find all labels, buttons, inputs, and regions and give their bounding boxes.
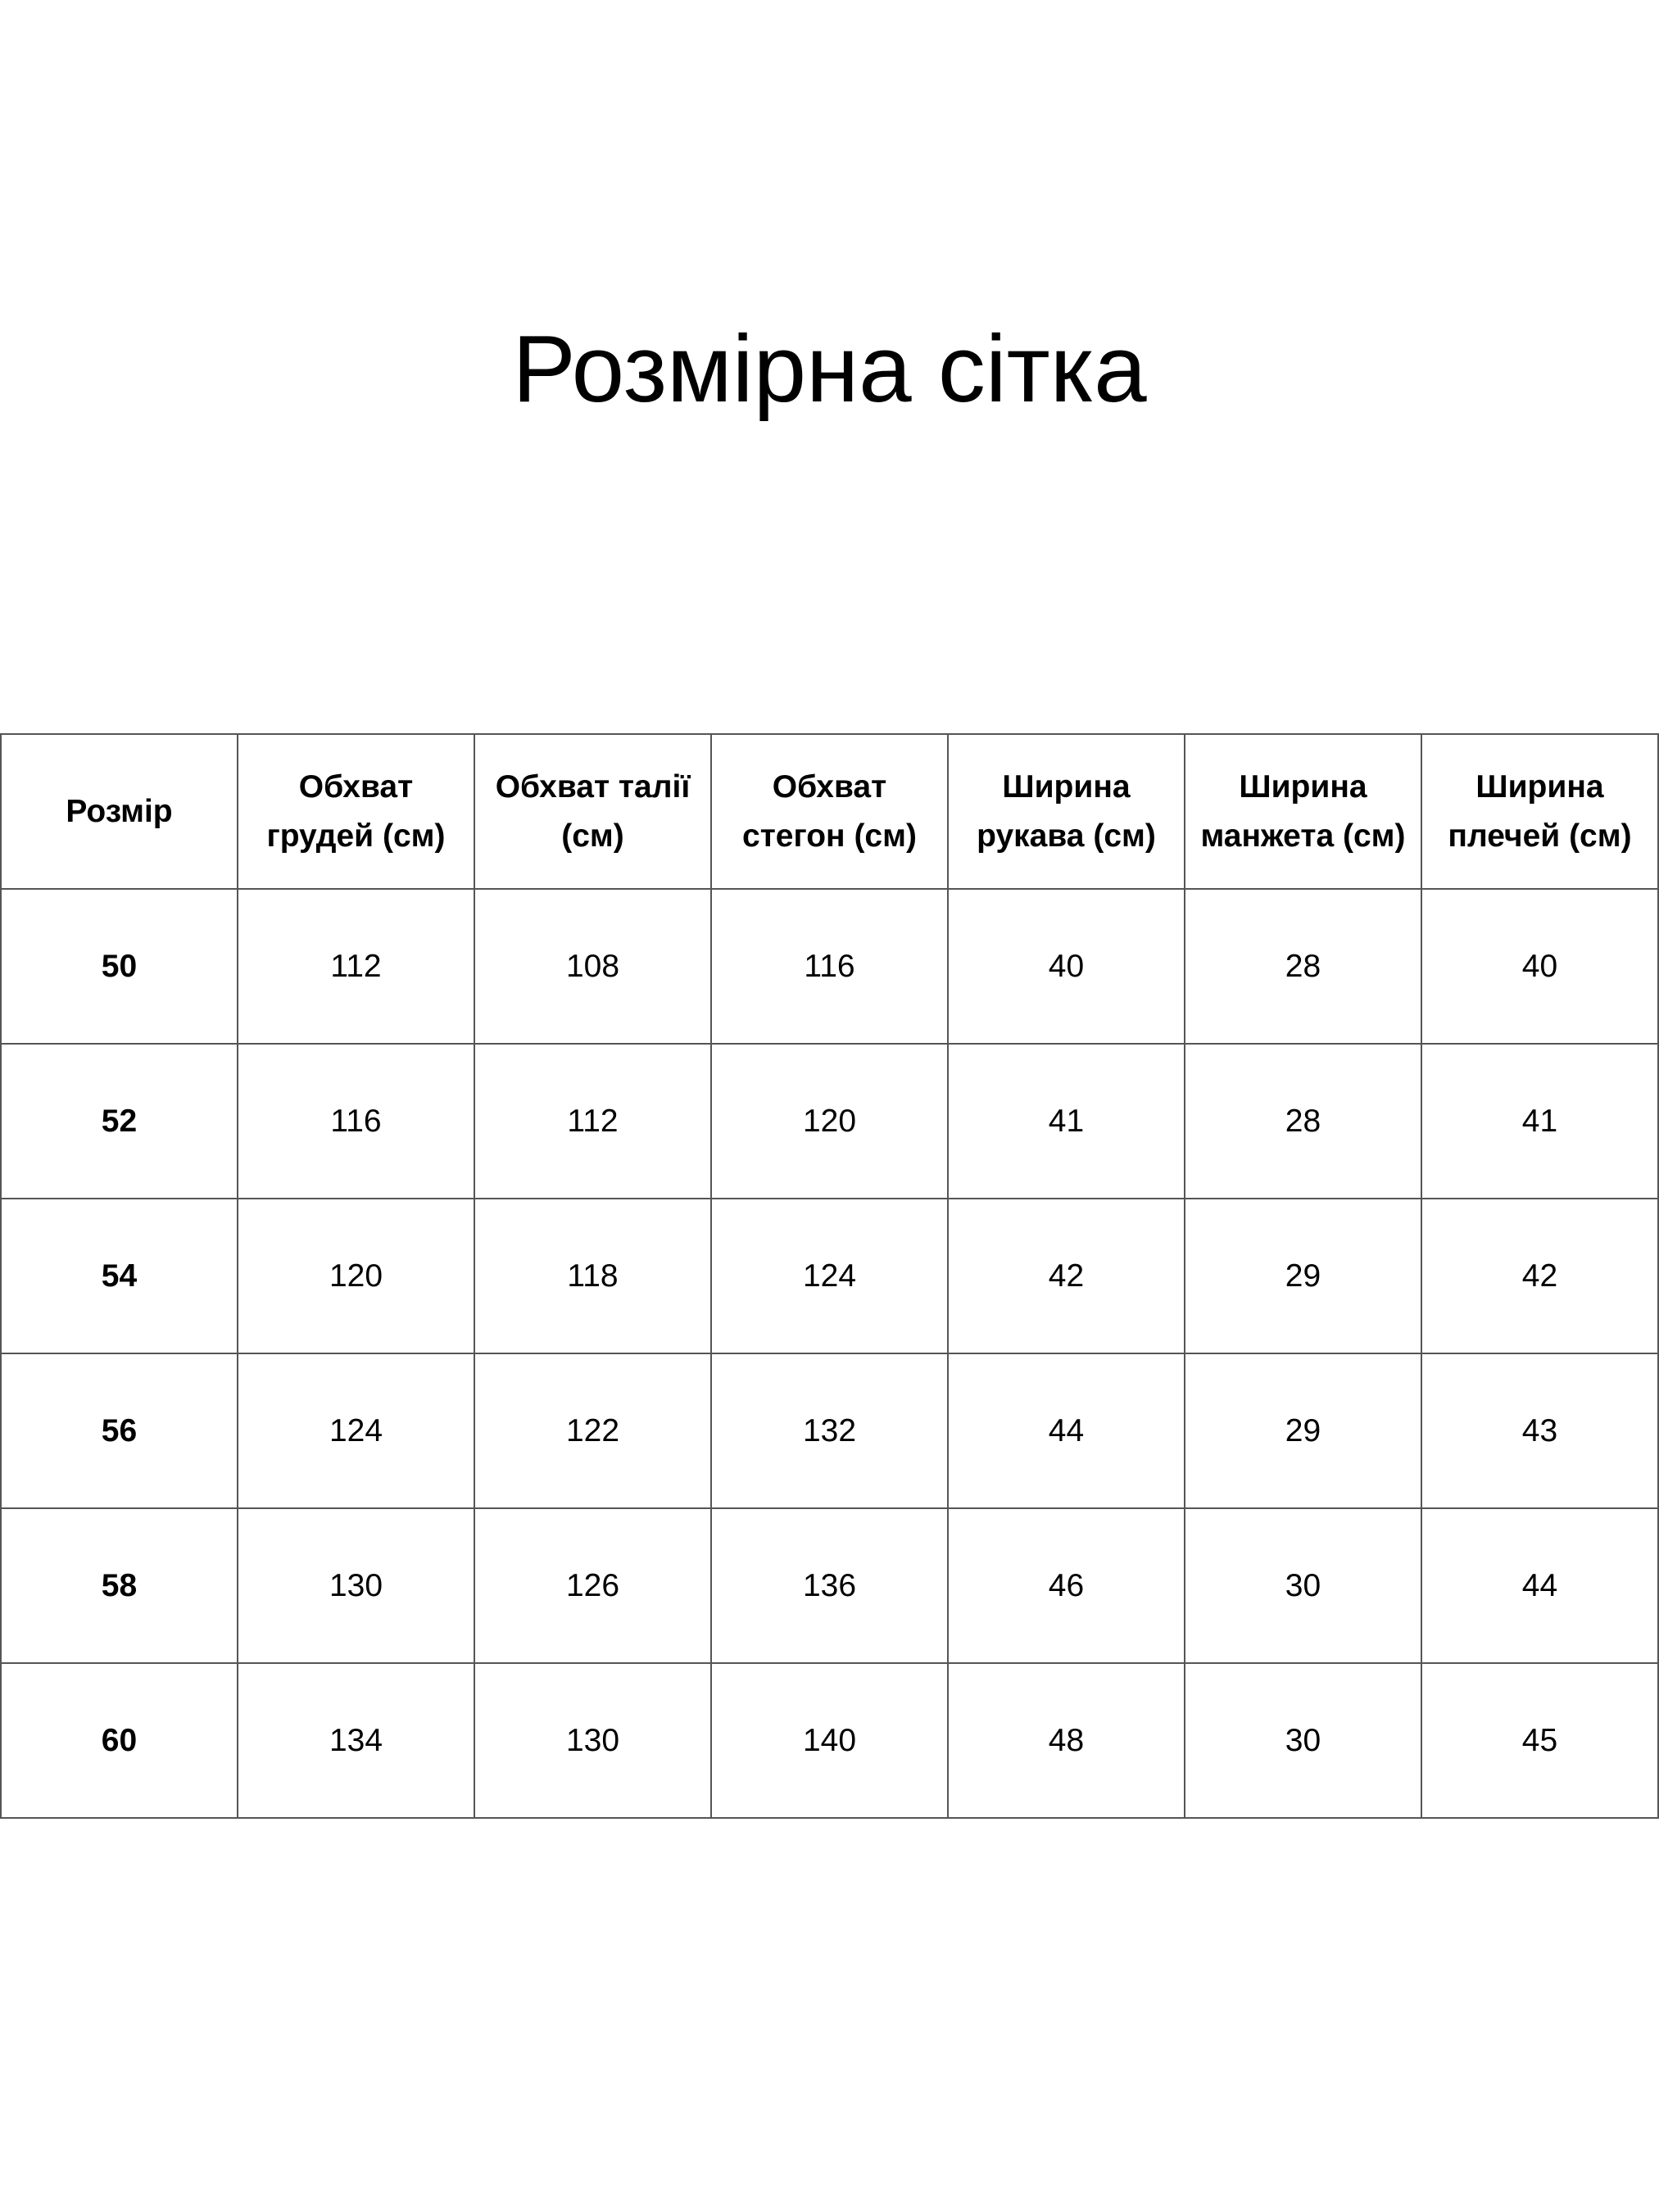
value-cell: 112: [474, 1043, 712, 1199]
header-cell: Ширина рукава (см): [947, 733, 1185, 890]
value-cell: 41: [947, 1043, 1185, 1199]
value-cell: 140: [710, 1662, 949, 1819]
value-cell: 44: [1421, 1507, 1659, 1664]
value-cell: 132: [710, 1353, 949, 1509]
table-row: 52 116 112 120 41 28 41: [0, 1043, 1659, 1199]
value-cell: 134: [237, 1662, 475, 1819]
size-cell: 60: [0, 1662, 238, 1819]
header-cell: Ширина манжета (см): [1184, 733, 1422, 890]
value-cell: 112: [237, 888, 475, 1045]
header-cell: Розмір: [0, 733, 238, 890]
value-cell: 42: [1421, 1198, 1659, 1354]
table-row: 50 112 108 116 40 28 40: [0, 888, 1659, 1045]
table-body: 50 112 108 116 40 28 40 52 116 112 120 41 28 41 54 120 1…: [0, 888, 1659, 1819]
value-cell: 45: [1421, 1662, 1659, 1819]
value-cell: 136: [710, 1507, 949, 1664]
value-cell: 28: [1184, 1043, 1422, 1199]
table-row: 60 134 130 140 48 30 45: [0, 1662, 1659, 1819]
value-cell: 42: [947, 1198, 1185, 1354]
value-cell: 40: [1421, 888, 1659, 1045]
value-cell: 40: [947, 888, 1185, 1045]
value-cell: 124: [710, 1198, 949, 1354]
table-row: 54 120 118 124 42 29 42: [0, 1198, 1659, 1354]
value-cell: 130: [474, 1662, 712, 1819]
size-table: Розмір Обхват грудей (см) Обхват талії (см…: [0, 733, 1659, 1819]
value-cell: 108: [474, 888, 712, 1045]
header-row: Розмір Обхват грудей (см) Обхват талії (см…: [0, 733, 1659, 890]
value-cell: 44: [947, 1353, 1185, 1509]
header-cell: Обхват стегон (см): [710, 733, 949, 890]
header-cell: Ширина плечей (см): [1421, 733, 1659, 890]
value-cell: 118: [474, 1198, 712, 1354]
value-cell: 116: [237, 1043, 475, 1199]
value-cell: 30: [1184, 1662, 1422, 1819]
value-cell: 41: [1421, 1043, 1659, 1199]
size-cell: 54: [0, 1198, 238, 1354]
table-header: Розмір Обхват грудей (см) Обхват талії (см…: [0, 733, 1659, 890]
value-cell: 116: [710, 888, 949, 1045]
value-cell: 48: [947, 1662, 1185, 1819]
header-cell: Обхват грудей (см): [237, 733, 475, 890]
table-row: 56 124 122 132 44 29 43: [0, 1353, 1659, 1509]
header-cell: Обхват талії (см): [474, 733, 712, 890]
value-cell: 120: [237, 1198, 475, 1354]
value-cell: 29: [1184, 1198, 1422, 1354]
value-cell: 43: [1421, 1353, 1659, 1509]
size-cell: 50: [0, 888, 238, 1045]
value-cell: 46: [947, 1507, 1185, 1664]
size-cell: 56: [0, 1353, 238, 1509]
value-cell: 124: [237, 1353, 475, 1509]
value-cell: 29: [1184, 1353, 1422, 1509]
table-row: 58 130 126 136 46 30 44: [0, 1507, 1659, 1664]
size-cell: 58: [0, 1507, 238, 1664]
value-cell: 122: [474, 1353, 712, 1509]
title: Розмірна сітка: [512, 315, 1147, 422]
value-cell: 130: [237, 1507, 475, 1664]
value-cell: 120: [710, 1043, 949, 1199]
value-cell: 126: [474, 1507, 712, 1664]
value-cell: 30: [1184, 1507, 1422, 1664]
size-cell: 52: [0, 1043, 238, 1199]
value-cell: 28: [1184, 888, 1422, 1045]
